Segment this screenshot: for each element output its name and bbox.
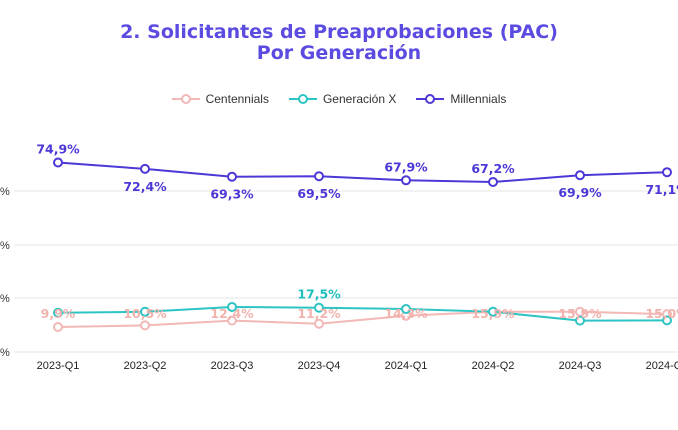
legend-label-centennials: Centennials	[205, 92, 269, 106]
data-point-millennials	[575, 170, 585, 181]
x-tick-label: 2023-Q2	[124, 360, 167, 372]
chart-title: 2. Solicitantes de Preaprobaciones (PAC)…	[0, 22, 678, 64]
data-label-generacion-x: 17,5%	[297, 287, 341, 302]
chart-legend: Centennials Generación X Millennials	[0, 92, 678, 106]
chart-title-line-1: 2. Solicitantes de Preaprobaciones (PAC)	[120, 21, 558, 43]
data-point-millennials	[662, 167, 672, 178]
legend-item-generacion-x[interactable]: Generación X	[288, 92, 397, 106]
legend-item-centennials[interactable]: Centennials	[171, 92, 269, 106]
y-tick-label: %	[0, 293, 10, 305]
x-tick-label: 2023-Q3	[211, 360, 254, 372]
data-label-millennials: 67,9%	[384, 159, 428, 174]
data-label-centennials: 15,0%	[645, 306, 678, 321]
data-point-centennials	[53, 322, 63, 332]
data-label-millennials: 69,3%	[210, 187, 254, 202]
data-point-centennials	[314, 318, 324, 329]
series-line-generacion-x	[57, 305, 668, 322]
data-label-centennials: 10,5%	[123, 306, 167, 321]
y-tick-label: %	[0, 347, 10, 359]
data-point-millennials	[53, 157, 63, 168]
x-tick-label: 2024-Q4	[646, 360, 678, 372]
x-tick-label: 2023-Q4	[298, 360, 341, 372]
data-point-millennials	[314, 171, 324, 182]
data-point-millennials	[227, 171, 237, 182]
data-point-generacion-x	[314, 302, 324, 313]
data-label-centennials: 9,9%	[41, 306, 76, 321]
data-label-centennials: 11,2%	[297, 306, 341, 321]
data-label-millennials: 67,2%	[471, 161, 515, 176]
data-label-centennials: 15,9%	[558, 306, 602, 321]
data-point-generacion-x	[662, 315, 672, 326]
data-point-generacion-x	[53, 307, 63, 318]
data-point-centennials	[140, 320, 150, 331]
y-tick-label: %	[0, 240, 10, 252]
data-label-millennials: 71,1%	[645, 182, 678, 197]
x-tick-label: 2024-Q1	[385, 360, 428, 372]
data-label-millennials: 72,4%	[123, 179, 167, 194]
data-point-millennials	[401, 175, 411, 186]
y-tick-label: %	[0, 186, 10, 198]
legend-marker-centennials	[171, 94, 200, 104]
data-point-generacion-x	[575, 315, 585, 326]
data-point-generacion-x	[401, 304, 411, 314]
x-tick-label: 2024-Q3	[559, 360, 602, 372]
data-point-centennials	[227, 315, 237, 326]
x-tick-label: 2023-Q1	[37, 360, 80, 372]
data-point-generacion-x	[488, 306, 498, 317]
series-line-centennials	[57, 310, 668, 328]
x-tick-label: 2024-Q2	[472, 360, 515, 372]
legend-marker-millennials	[416, 94, 445, 104]
data-label-millennials: 74,9%	[36, 142, 80, 157]
legend-label-millennials: Millennials	[450, 92, 507, 106]
legend-item-millennials[interactable]: Millennials	[416, 92, 506, 106]
data-point-generacion-x	[140, 306, 150, 317]
data-point-generacion-x	[227, 302, 237, 312]
legend-label-generacion-x: Generación X	[322, 92, 397, 106]
data-point-millennials	[488, 177, 498, 187]
data-label-centennials: 15,9%	[471, 306, 515, 321]
data-label-millennials: 69,9%	[558, 185, 602, 200]
data-label-centennials: 12,4%	[210, 306, 254, 321]
data-label-centennials: 14,3%	[384, 306, 428, 321]
series-line-millennials	[57, 161, 668, 184]
legend-marker-generacion-x	[288, 94, 317, 104]
chart-title-line-2: Por Generación	[256, 42, 422, 64]
data-label-millennials: 69,5%	[297, 186, 341, 201]
data-point-millennials	[140, 163, 150, 174]
